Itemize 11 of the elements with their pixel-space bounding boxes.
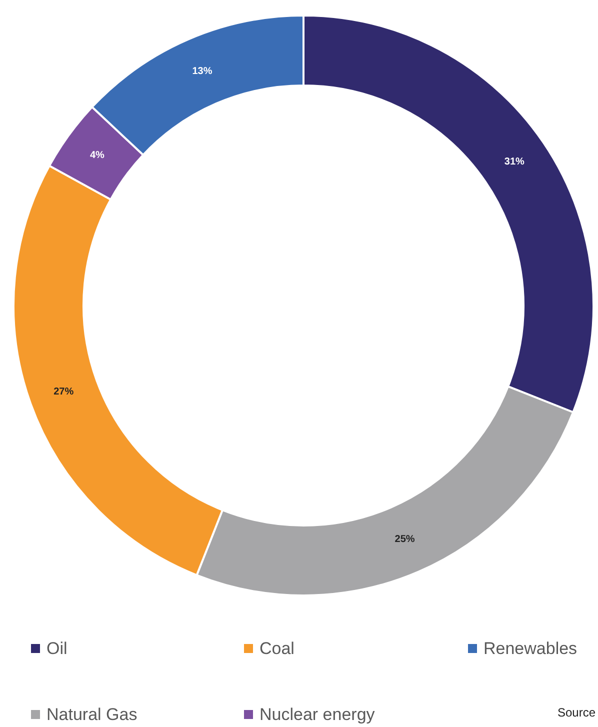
legend-label: Renewables <box>484 639 578 658</box>
data-label: 31% <box>504 156 525 168</box>
data-label: 13% <box>192 66 212 77</box>
legend-label: Oil <box>46 639 68 658</box>
text: Source <box>557 706 596 720</box>
legend-label: Coal <box>260 639 294 658</box>
data-label: 27% <box>54 386 74 398</box>
data-label: 4% <box>90 150 105 162</box>
legend-label: Natural Gas <box>46 705 138 724</box>
data-label: 25% <box>394 534 415 546</box>
legend-label: Nuclear energy <box>260 705 376 724</box>
